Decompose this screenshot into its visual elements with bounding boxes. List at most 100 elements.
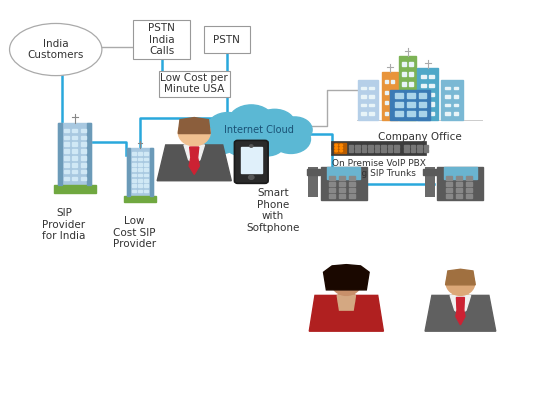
Bar [138, 190, 142, 192]
Bar [381, 145, 385, 147]
Circle shape [340, 150, 342, 152]
Bar [402, 62, 406, 66]
FancyBboxPatch shape [234, 141, 268, 183]
Bar [81, 149, 86, 153]
Polygon shape [425, 295, 496, 331]
Bar [441, 80, 463, 120]
Bar [138, 179, 142, 182]
Bar [349, 145, 353, 147]
Circle shape [277, 117, 312, 143]
Bar [145, 163, 149, 166]
Bar [456, 188, 462, 192]
Bar [466, 182, 472, 186]
Bar [391, 101, 394, 104]
Bar [454, 112, 458, 115]
Bar [418, 67, 438, 120]
Bar [407, 102, 414, 107]
Bar [362, 149, 366, 152]
Bar [391, 80, 394, 83]
Circle shape [254, 109, 295, 140]
Bar [81, 156, 86, 160]
Bar [138, 163, 142, 166]
Bar [81, 163, 86, 166]
Bar [349, 194, 355, 198]
Bar [419, 93, 426, 98]
Bar [145, 152, 149, 155]
Bar [145, 190, 149, 192]
Bar [339, 293, 354, 302]
Bar [132, 168, 135, 171]
Bar [64, 177, 69, 180]
Bar [189, 144, 199, 151]
Text: On Premise VoIP PBX
Using SIP Trunks: On Premise VoIP PBX Using SIP Trunks [332, 159, 426, 179]
Circle shape [250, 130, 285, 156]
Bar [145, 168, 149, 171]
Bar [339, 194, 345, 198]
Ellipse shape [9, 23, 102, 76]
Bar [132, 174, 135, 177]
Bar [388, 149, 392, 152]
Bar [409, 62, 413, 66]
Bar [394, 145, 399, 147]
Bar [369, 112, 374, 115]
Text: Smart
Phone
with
Softphone: Smart Phone with Softphone [246, 188, 300, 233]
Bar [138, 152, 142, 155]
Bar [399, 56, 417, 120]
Bar [421, 102, 426, 106]
Bar [145, 158, 149, 160]
Circle shape [335, 144, 337, 146]
Bar [329, 177, 335, 180]
Bar [446, 194, 452, 198]
Bar [454, 87, 458, 89]
Text: Low
Cost SIP
Provider: Low Cost SIP Provider [113, 216, 156, 249]
Bar [81, 136, 86, 139]
Ellipse shape [331, 270, 361, 295]
Bar [64, 163, 69, 166]
FancyBboxPatch shape [133, 21, 190, 59]
Bar [369, 149, 373, 152]
Bar [411, 149, 415, 152]
Bar [361, 95, 366, 98]
Bar [382, 72, 398, 120]
Bar [391, 112, 394, 115]
Bar [308, 167, 318, 197]
Bar [429, 75, 434, 78]
Polygon shape [456, 297, 465, 325]
Bar [307, 169, 320, 175]
Bar [362, 145, 366, 147]
Bar [132, 184, 135, 187]
Bar [339, 188, 345, 192]
FancyBboxPatch shape [159, 71, 229, 97]
Polygon shape [309, 295, 383, 331]
Text: PSTN
India
Calls: PSTN India Calls [148, 23, 175, 56]
Bar [395, 102, 402, 107]
Bar [444, 166, 477, 179]
Bar [409, 82, 413, 86]
Bar [361, 104, 366, 106]
Polygon shape [184, 145, 205, 164]
Bar [466, 177, 472, 180]
Bar [402, 111, 406, 115]
Bar [150, 148, 153, 196]
Bar [394, 149, 399, 152]
Text: India
Customers: India Customers [27, 39, 84, 60]
Bar [138, 158, 142, 160]
Bar [466, 188, 472, 192]
Bar [446, 112, 450, 115]
Bar [384, 80, 388, 83]
Circle shape [224, 130, 259, 156]
Bar [446, 182, 452, 186]
Bar [409, 72, 413, 76]
Bar [81, 128, 86, 132]
Polygon shape [446, 269, 475, 285]
Bar [145, 179, 149, 182]
Bar [127, 148, 153, 196]
Text: Internet Cloud: Internet Cloud [224, 125, 294, 135]
Bar [349, 149, 353, 152]
Bar [64, 149, 69, 153]
Bar [437, 168, 484, 200]
Bar [64, 143, 69, 146]
Bar [369, 95, 374, 98]
Bar [446, 95, 450, 98]
Circle shape [340, 147, 342, 149]
